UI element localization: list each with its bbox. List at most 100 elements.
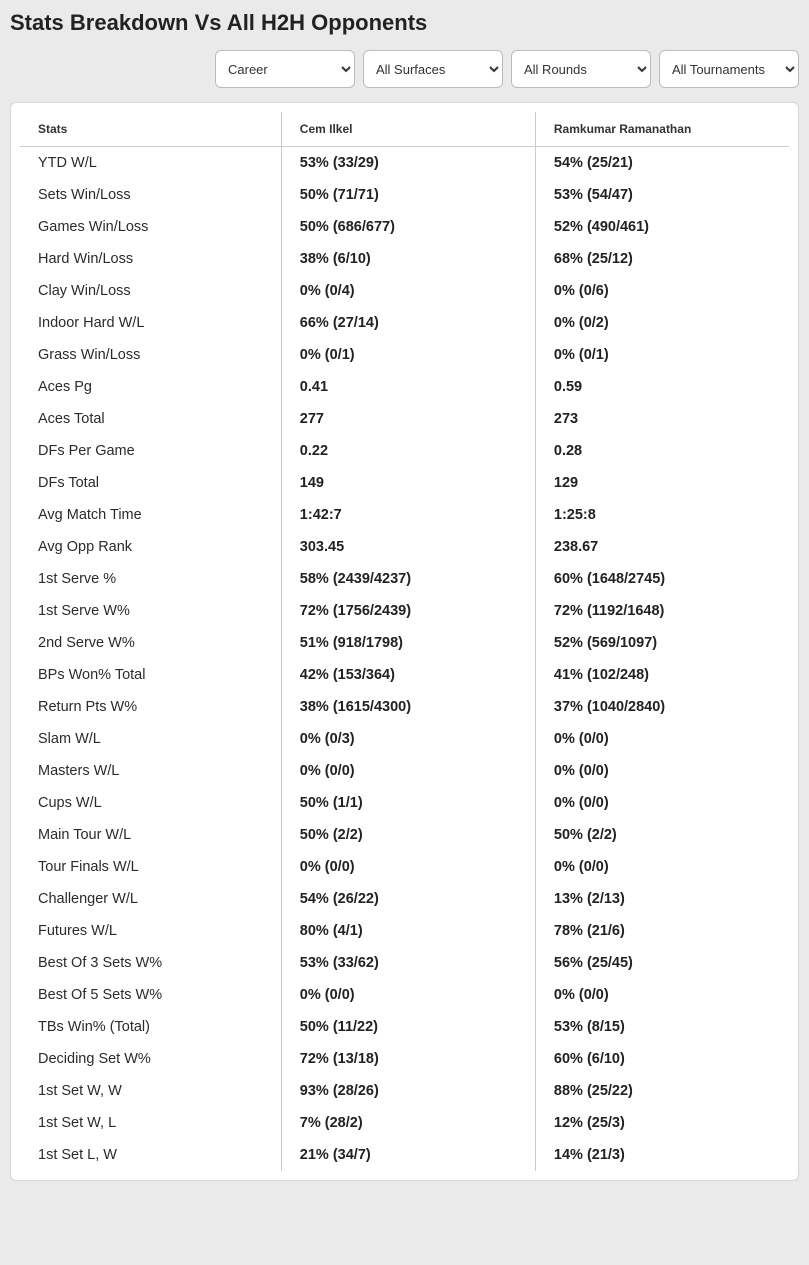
filter-surface[interactable]: All Surfaces (363, 50, 503, 88)
table-row: Tour Finals W/L0% (0/0)0% (0/0) (20, 851, 790, 883)
stat-label: 2nd Serve W% (20, 627, 282, 659)
player-2-value: 238.67 (535, 531, 789, 563)
table-row: 1st Set W, L7% (28/2)12% (25/3) (20, 1107, 790, 1139)
table-row: 1st Serve W%72% (1756/2439)72% (1192/164… (20, 595, 790, 627)
player-2-value: 0% (0/0) (535, 851, 789, 883)
player-1-value: 0% (0/3) (281, 723, 535, 755)
player-1-value: 21% (34/7) (281, 1139, 535, 1172)
player-1-value: 50% (71/71) (281, 179, 535, 211)
player-2-value: 0% (0/0) (535, 755, 789, 787)
stat-label: Return Pts W% (20, 691, 282, 723)
player-2-value: 41% (102/248) (535, 659, 789, 691)
player-1-value: 58% (2439/4237) (281, 563, 535, 595)
stat-label: 1st Set W, W (20, 1075, 282, 1107)
filters-bar: Career All Surfaces All Rounds All Tourn… (10, 50, 799, 88)
table-row: 1st Set W, W93% (28/26)88% (25/22) (20, 1075, 790, 1107)
stat-label: TBs Win% (Total) (20, 1011, 282, 1043)
table-row: Hard Win/Loss38% (6/10)68% (25/12) (20, 243, 790, 275)
player-2-value: 0% (0/2) (535, 307, 789, 339)
player-1-value: 0% (0/4) (281, 275, 535, 307)
player-2-value: 56% (25/45) (535, 947, 789, 979)
stat-label: YTD W/L (20, 147, 282, 180)
player-1-value: 1:42:7 (281, 499, 535, 531)
player-2-value: 53% (54/47) (535, 179, 789, 211)
player-1-value: 0.22 (281, 435, 535, 467)
player-1-value: 0% (0/0) (281, 755, 535, 787)
filter-tournament[interactable]: All Tournaments (659, 50, 799, 88)
player-2-value: 72% (1192/1648) (535, 595, 789, 627)
table-row: Avg Opp Rank303.45238.67 (20, 531, 790, 563)
stat-label: 1st Serve W% (20, 595, 282, 627)
player-1-value: 7% (28/2) (281, 1107, 535, 1139)
stat-label: 1st Serve % (20, 563, 282, 595)
table-row: Challenger W/L54% (26/22)13% (2/13) (20, 883, 790, 915)
stat-label: Indoor Hard W/L (20, 307, 282, 339)
table-row: Indoor Hard W/L66% (27/14)0% (0/2) (20, 307, 790, 339)
stat-label: Best Of 5 Sets W% (20, 979, 282, 1011)
player-2-value: 0% (0/0) (535, 723, 789, 755)
col-player-2: Ramkumar Ramanathan (535, 112, 789, 147)
table-header-row: Stats Cem Ilkel Ramkumar Ramanathan (20, 112, 790, 147)
table-row: Aces Pg0.410.59 (20, 371, 790, 403)
player-2-value: 50% (2/2) (535, 819, 789, 851)
page-title: Stats Breakdown Vs All H2H Opponents (10, 10, 799, 36)
stat-label: DFs Total (20, 467, 282, 499)
player-1-value: 0% (0/1) (281, 339, 535, 371)
stat-label: Sets Win/Loss (20, 179, 282, 211)
player-2-value: 68% (25/12) (535, 243, 789, 275)
table-row: Slam W/L0% (0/3)0% (0/0) (20, 723, 790, 755)
table-row: 1st Serve %58% (2439/4237)60% (1648/2745… (20, 563, 790, 595)
stat-label: Deciding Set W% (20, 1043, 282, 1075)
player-2-value: 129 (535, 467, 789, 499)
player-1-value: 0% (0/0) (281, 851, 535, 883)
table-row: BPs Won% Total42% (153/364)41% (102/248) (20, 659, 790, 691)
stat-label: Slam W/L (20, 723, 282, 755)
col-stat: Stats (20, 112, 282, 147)
stat-label: Futures W/L (20, 915, 282, 947)
player-1-value: 50% (11/22) (281, 1011, 535, 1043)
table-row: DFs Per Game0.220.28 (20, 435, 790, 467)
player-2-value: 0.59 (535, 371, 789, 403)
player-1-value: 53% (33/29) (281, 147, 535, 180)
stat-label: Main Tour W/L (20, 819, 282, 851)
player-2-value: 54% (25/21) (535, 147, 789, 180)
stats-panel: Stats Cem Ilkel Ramkumar Ramanathan YTD … (10, 102, 799, 1181)
table-row: Avg Match Time1:42:71:25:8 (20, 499, 790, 531)
player-2-value: 0% (0/1) (535, 339, 789, 371)
stats-table: Stats Cem Ilkel Ramkumar Ramanathan YTD … (19, 111, 790, 1172)
player-1-value: 38% (1615/4300) (281, 691, 535, 723)
player-1-value: 72% (1756/2439) (281, 595, 535, 627)
filter-round[interactable]: All Rounds (511, 50, 651, 88)
stat-label: Clay Win/Loss (20, 275, 282, 307)
player-2-value: 37% (1040/2840) (535, 691, 789, 723)
table-row: 2nd Serve W%51% (918/1798)52% (569/1097) (20, 627, 790, 659)
table-row: Cups W/L50% (1/1)0% (0/0) (20, 787, 790, 819)
table-row: TBs Win% (Total)50% (11/22)53% (8/15) (20, 1011, 790, 1043)
player-1-value: 42% (153/364) (281, 659, 535, 691)
player-1-value: 50% (2/2) (281, 819, 535, 851)
stat-label: Hard Win/Loss (20, 243, 282, 275)
player-2-value: 0% (0/0) (535, 979, 789, 1011)
stat-label: Cups W/L (20, 787, 282, 819)
player-2-value: 1:25:8 (535, 499, 789, 531)
stat-label: DFs Per Game (20, 435, 282, 467)
player-1-value: 303.45 (281, 531, 535, 563)
table-row: Best Of 3 Sets W%53% (33/62)56% (25/45) (20, 947, 790, 979)
filter-career[interactable]: Career (215, 50, 355, 88)
player-2-value: 52% (490/461) (535, 211, 789, 243)
player-2-value: 14% (21/3) (535, 1139, 789, 1172)
player-1-value: 50% (1/1) (281, 787, 535, 819)
table-row: Best Of 5 Sets W%0% (0/0)0% (0/0) (20, 979, 790, 1011)
col-player-1: Cem Ilkel (281, 112, 535, 147)
table-row: Clay Win/Loss0% (0/4)0% (0/6) (20, 275, 790, 307)
table-row: 1st Set L, W21% (34/7)14% (21/3) (20, 1139, 790, 1172)
table-row: YTD W/L53% (33/29)54% (25/21) (20, 147, 790, 180)
table-row: Grass Win/Loss0% (0/1)0% (0/1) (20, 339, 790, 371)
table-row: Main Tour W/L50% (2/2)50% (2/2) (20, 819, 790, 851)
stat-label: Challenger W/L (20, 883, 282, 915)
stat-label: 1st Set W, L (20, 1107, 282, 1139)
stat-label: Aces Total (20, 403, 282, 435)
player-1-value: 277 (281, 403, 535, 435)
stat-label: Games Win/Loss (20, 211, 282, 243)
player-2-value: 0% (0/0) (535, 787, 789, 819)
